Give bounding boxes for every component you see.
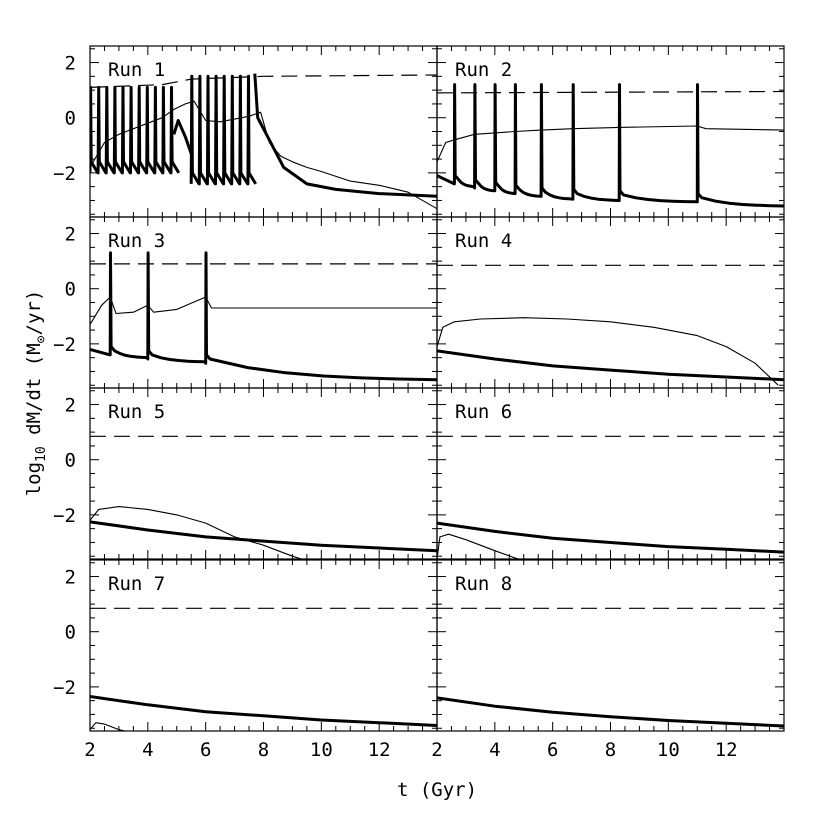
panel-label: Run 6 [455,401,512,423]
y-tick-label: −2 [53,677,76,699]
panel-5: −2 0 2 Run 5 [53,387,438,560]
x-tick-label: 2 [431,739,442,761]
series-thick-line [189,74,257,186]
panel-label: Run 3 [108,230,165,252]
series-thin-line [437,125,784,163]
x-tick-label: 4 [142,739,153,761]
series-group [437,83,784,208]
series-group [90,251,437,382]
series-thin-line [437,533,519,559]
panel-8: 2 4 6 8 10 12 Run 8 [431,559,785,761]
series-thin-line [90,506,302,559]
x-tick-label: 10 [657,739,680,761]
y-axis-label-log: log [23,462,45,496]
panel-7: −2 0 2 2 4 6 8 10 12 Run 7 [53,559,438,761]
y-axis-label-mid: dM/dt (M [23,343,45,446]
series-thin-line [90,722,125,731]
series-thick-line [90,85,181,175]
series-dashed-line [90,74,437,88]
x-tick-label: 8 [605,739,616,761]
panel-label: Run 7 [108,573,165,595]
series-group [437,264,784,386]
y-axis-label-text: log10 dM/dt (M⊙/yr) [23,290,49,497]
y-tick-label: 0 [65,279,76,301]
series-group [437,435,784,559]
y-tick-label: −2 [53,505,76,527]
series-group [90,607,437,731]
series-thick-line [437,83,784,208]
panel-grid: −2 0 2 Run 1 Run 2 −2 0 2 Run 3 Run 4 −2 0 2 Run 5 Run… [53,45,785,761]
panel-label: Run 1 [108,59,165,81]
panel-2: Run 2 [436,45,785,218]
series-thick-line [437,349,784,382]
series-thin-line [90,296,437,325]
panel-label: Run 2 [455,59,512,81]
series-thick-line [90,251,437,382]
panel-1: −2 0 2 Run 1 [53,45,438,218]
x-axis-label-text: t (Gyr) [397,779,477,801]
series-thick-line [90,695,437,727]
y-tick-label: 0 [65,622,76,644]
series-thin-line [437,317,779,386]
x-tick-label: 6 [200,739,211,761]
y-tick-label: 0 [65,108,76,130]
y-axis-label-sub: 10 [34,446,49,462]
series-group [437,607,784,728]
x-tick-label: 6 [547,739,558,761]
x-tick-label: 8 [258,739,269,761]
x-axis-label: t (Gyr) [397,779,477,801]
y-axis-label: log10 dM/dt (M⊙/yr) [23,290,49,497]
panel-4: Run 4 [436,216,785,389]
y-tick-label: −2 [53,163,76,185]
y-axis-label-tail: /yr) [23,290,45,336]
y-tick-label: 2 [65,567,76,589]
series-thick-line [253,73,437,198]
series-thick-line [172,119,193,155]
x-tick-label: 10 [310,739,333,761]
x-tick-label: 12 [715,739,738,761]
y-axis-label-sun: ⊙ [34,335,49,343]
panel-6: Run 6 [436,387,785,560]
series-thick-line [90,520,437,553]
y-tick-label: 2 [65,395,76,417]
panel-label: Run 5 [108,401,165,423]
panel-label: Run 4 [455,230,512,252]
series-thick-line [437,696,784,728]
y-tick-label: −2 [53,334,76,356]
x-tick-label: 12 [368,739,391,761]
x-tick-label: 2 [84,739,95,761]
x-tick-label: 4 [489,739,500,761]
panel-3: −2 0 2 Run 3 [53,216,438,389]
series-dashed-line [437,90,784,94]
series-thick-line [437,521,784,554]
y-tick-label: 2 [65,53,76,75]
series-group [90,73,437,210]
series-group [90,435,437,559]
y-tick-label: 2 [65,224,76,246]
series-thin-line [90,100,437,210]
y-tick-label: 0 [65,450,76,472]
panel-label: Run 8 [455,573,512,595]
